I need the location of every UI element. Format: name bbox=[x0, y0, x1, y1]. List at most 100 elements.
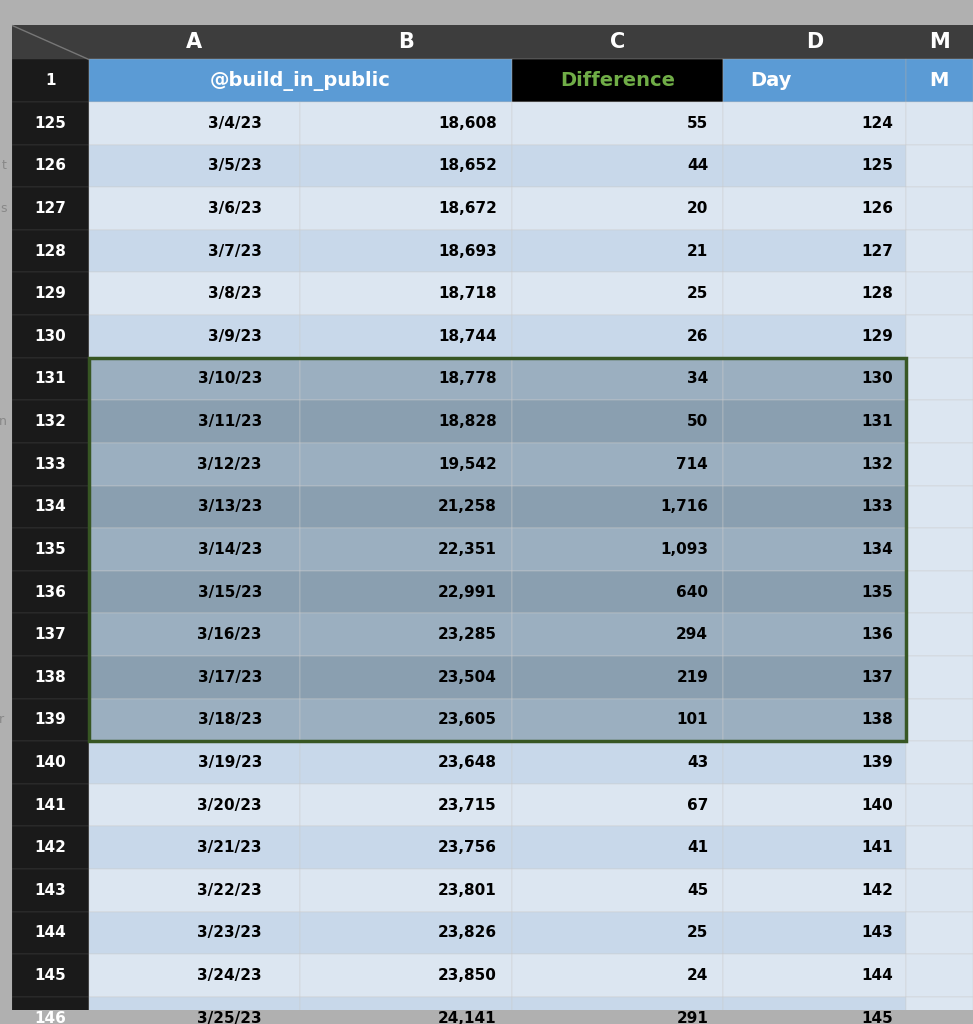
Text: 3/23/23: 3/23/23 bbox=[198, 926, 262, 940]
Text: 24,141: 24,141 bbox=[438, 1011, 497, 1024]
Bar bbox=[723, 357, 906, 400]
Bar bbox=[512, 997, 723, 1024]
Bar bbox=[723, 826, 906, 869]
Bar bbox=[12, 187, 89, 229]
Bar bbox=[300, 443, 512, 485]
Text: 136: 136 bbox=[34, 585, 66, 599]
Text: 129: 129 bbox=[34, 287, 66, 301]
Bar bbox=[12, 229, 89, 272]
Text: B: B bbox=[398, 33, 414, 52]
Bar bbox=[906, 102, 973, 144]
Bar bbox=[906, 26, 973, 59]
Text: 126: 126 bbox=[34, 159, 66, 173]
Text: 141: 141 bbox=[34, 798, 66, 813]
Bar bbox=[12, 59, 89, 102]
Bar bbox=[12, 528, 89, 570]
Text: 140: 140 bbox=[34, 755, 66, 770]
Text: 294: 294 bbox=[676, 627, 708, 642]
Text: n: n bbox=[0, 415, 7, 428]
Text: Day: Day bbox=[750, 71, 792, 90]
Bar bbox=[89, 826, 300, 869]
Bar bbox=[300, 272, 512, 315]
Bar bbox=[906, 911, 973, 954]
Text: 34: 34 bbox=[687, 372, 708, 386]
Bar bbox=[89, 59, 512, 102]
Bar bbox=[300, 698, 512, 741]
Bar bbox=[906, 613, 973, 656]
Text: 3/22/23: 3/22/23 bbox=[198, 883, 262, 898]
Bar bbox=[12, 656, 89, 698]
Text: 23,756: 23,756 bbox=[438, 841, 497, 855]
Bar bbox=[89, 272, 300, 315]
Text: 18,672: 18,672 bbox=[438, 201, 497, 216]
Text: 640: 640 bbox=[676, 585, 708, 599]
Text: 18,744: 18,744 bbox=[438, 329, 497, 344]
Bar bbox=[89, 357, 906, 741]
Bar bbox=[723, 144, 906, 187]
Bar bbox=[723, 400, 906, 443]
Text: 101: 101 bbox=[676, 713, 708, 727]
Text: 22,351: 22,351 bbox=[438, 542, 497, 557]
Text: 125: 125 bbox=[861, 159, 893, 173]
Bar bbox=[723, 528, 906, 570]
Text: 23,801: 23,801 bbox=[438, 883, 497, 898]
Bar bbox=[12, 102, 89, 144]
Bar bbox=[723, 783, 906, 826]
Bar bbox=[723, 315, 906, 357]
Text: 135: 135 bbox=[861, 585, 893, 599]
Bar bbox=[300, 783, 512, 826]
Bar bbox=[300, 187, 512, 229]
Bar bbox=[723, 656, 906, 698]
Bar bbox=[12, 315, 89, 357]
Text: D: D bbox=[806, 33, 823, 52]
Text: 3/10/23: 3/10/23 bbox=[198, 372, 262, 386]
Text: 45: 45 bbox=[687, 883, 708, 898]
Text: 132: 132 bbox=[861, 457, 893, 472]
Bar bbox=[12, 443, 89, 485]
Bar bbox=[723, 26, 906, 59]
Text: 23,826: 23,826 bbox=[438, 926, 497, 940]
Text: 3/15/23: 3/15/23 bbox=[198, 585, 262, 599]
Text: s: s bbox=[0, 202, 7, 215]
Bar bbox=[723, 102, 906, 144]
Bar bbox=[906, 698, 973, 741]
Text: 3/12/23: 3/12/23 bbox=[198, 457, 262, 472]
Bar bbox=[300, 144, 512, 187]
Bar bbox=[512, 144, 723, 187]
Text: 25: 25 bbox=[687, 926, 708, 940]
Bar bbox=[723, 570, 906, 613]
Text: 3/8/23: 3/8/23 bbox=[208, 287, 262, 301]
Bar bbox=[512, 698, 723, 741]
Text: 3/7/23: 3/7/23 bbox=[208, 244, 262, 259]
Bar bbox=[512, 26, 723, 59]
Bar bbox=[906, 272, 973, 315]
Text: 129: 129 bbox=[861, 329, 893, 344]
Bar bbox=[300, 954, 512, 997]
Text: M: M bbox=[929, 71, 949, 90]
Text: 133: 133 bbox=[34, 457, 66, 472]
Bar bbox=[12, 869, 89, 911]
Text: 18,778: 18,778 bbox=[438, 372, 497, 386]
Bar bbox=[89, 869, 300, 911]
Text: 23,504: 23,504 bbox=[438, 670, 497, 685]
Bar bbox=[906, 187, 973, 229]
Bar bbox=[906, 229, 973, 272]
Text: 127: 127 bbox=[861, 244, 893, 259]
Bar bbox=[12, 570, 89, 613]
Text: 3/11/23: 3/11/23 bbox=[198, 414, 262, 429]
Bar bbox=[89, 187, 300, 229]
Bar bbox=[512, 783, 723, 826]
Bar bbox=[906, 528, 973, 570]
Bar bbox=[906, 570, 973, 613]
Text: 134: 134 bbox=[34, 500, 66, 514]
Bar bbox=[906, 783, 973, 826]
Bar bbox=[906, 869, 973, 911]
Bar bbox=[512, 357, 723, 400]
Text: 143: 143 bbox=[34, 883, 66, 898]
Text: 128: 128 bbox=[861, 287, 893, 301]
Bar bbox=[906, 144, 973, 187]
Bar bbox=[512, 102, 723, 144]
Bar bbox=[12, 613, 89, 656]
Text: 3/25/23: 3/25/23 bbox=[198, 1011, 262, 1024]
Bar bbox=[89, 570, 300, 613]
